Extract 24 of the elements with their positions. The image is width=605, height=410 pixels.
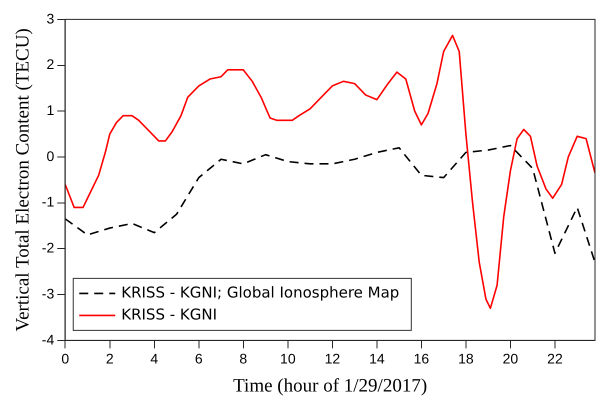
y-tick-label: -3 xyxy=(42,285,54,302)
y-tick-label: -2 xyxy=(42,240,54,256)
y-tick-label: 1 xyxy=(46,102,54,118)
x-tick-label: 0 xyxy=(61,350,70,367)
x-tick-label: 10 xyxy=(280,350,296,367)
x-tick-label: 14 xyxy=(369,350,385,367)
x-tick-label: 16 xyxy=(414,350,430,367)
x-tick-label: 18 xyxy=(458,350,474,367)
y-axis-title: Vertical Total Electron Content (TECU) xyxy=(12,28,34,332)
y-tick-label: 3 xyxy=(46,10,54,26)
x-tick-label: 6 xyxy=(194,350,203,367)
y-tick-label: 2 xyxy=(46,56,54,72)
x-tick-label: 20 xyxy=(502,350,518,367)
legend-label: KRISS - KGNI xyxy=(121,305,218,324)
x-tick-label: 12 xyxy=(324,350,340,367)
x-axis-title: Time (hour of 1/29/2017) xyxy=(233,376,428,397)
x-tick-label: 2 xyxy=(106,350,114,367)
y-tick-label: -1 xyxy=(42,194,54,210)
x-tick-label: 22 xyxy=(547,350,563,367)
y-tick-label: 0 xyxy=(46,148,54,164)
legend-label: KRISS - KGNI; Global Ionosphere Map xyxy=(121,283,400,302)
x-tick-label: 8 xyxy=(239,350,248,367)
y-tick-label: -4 xyxy=(42,331,54,348)
x-tick-label: 4 xyxy=(150,350,158,367)
